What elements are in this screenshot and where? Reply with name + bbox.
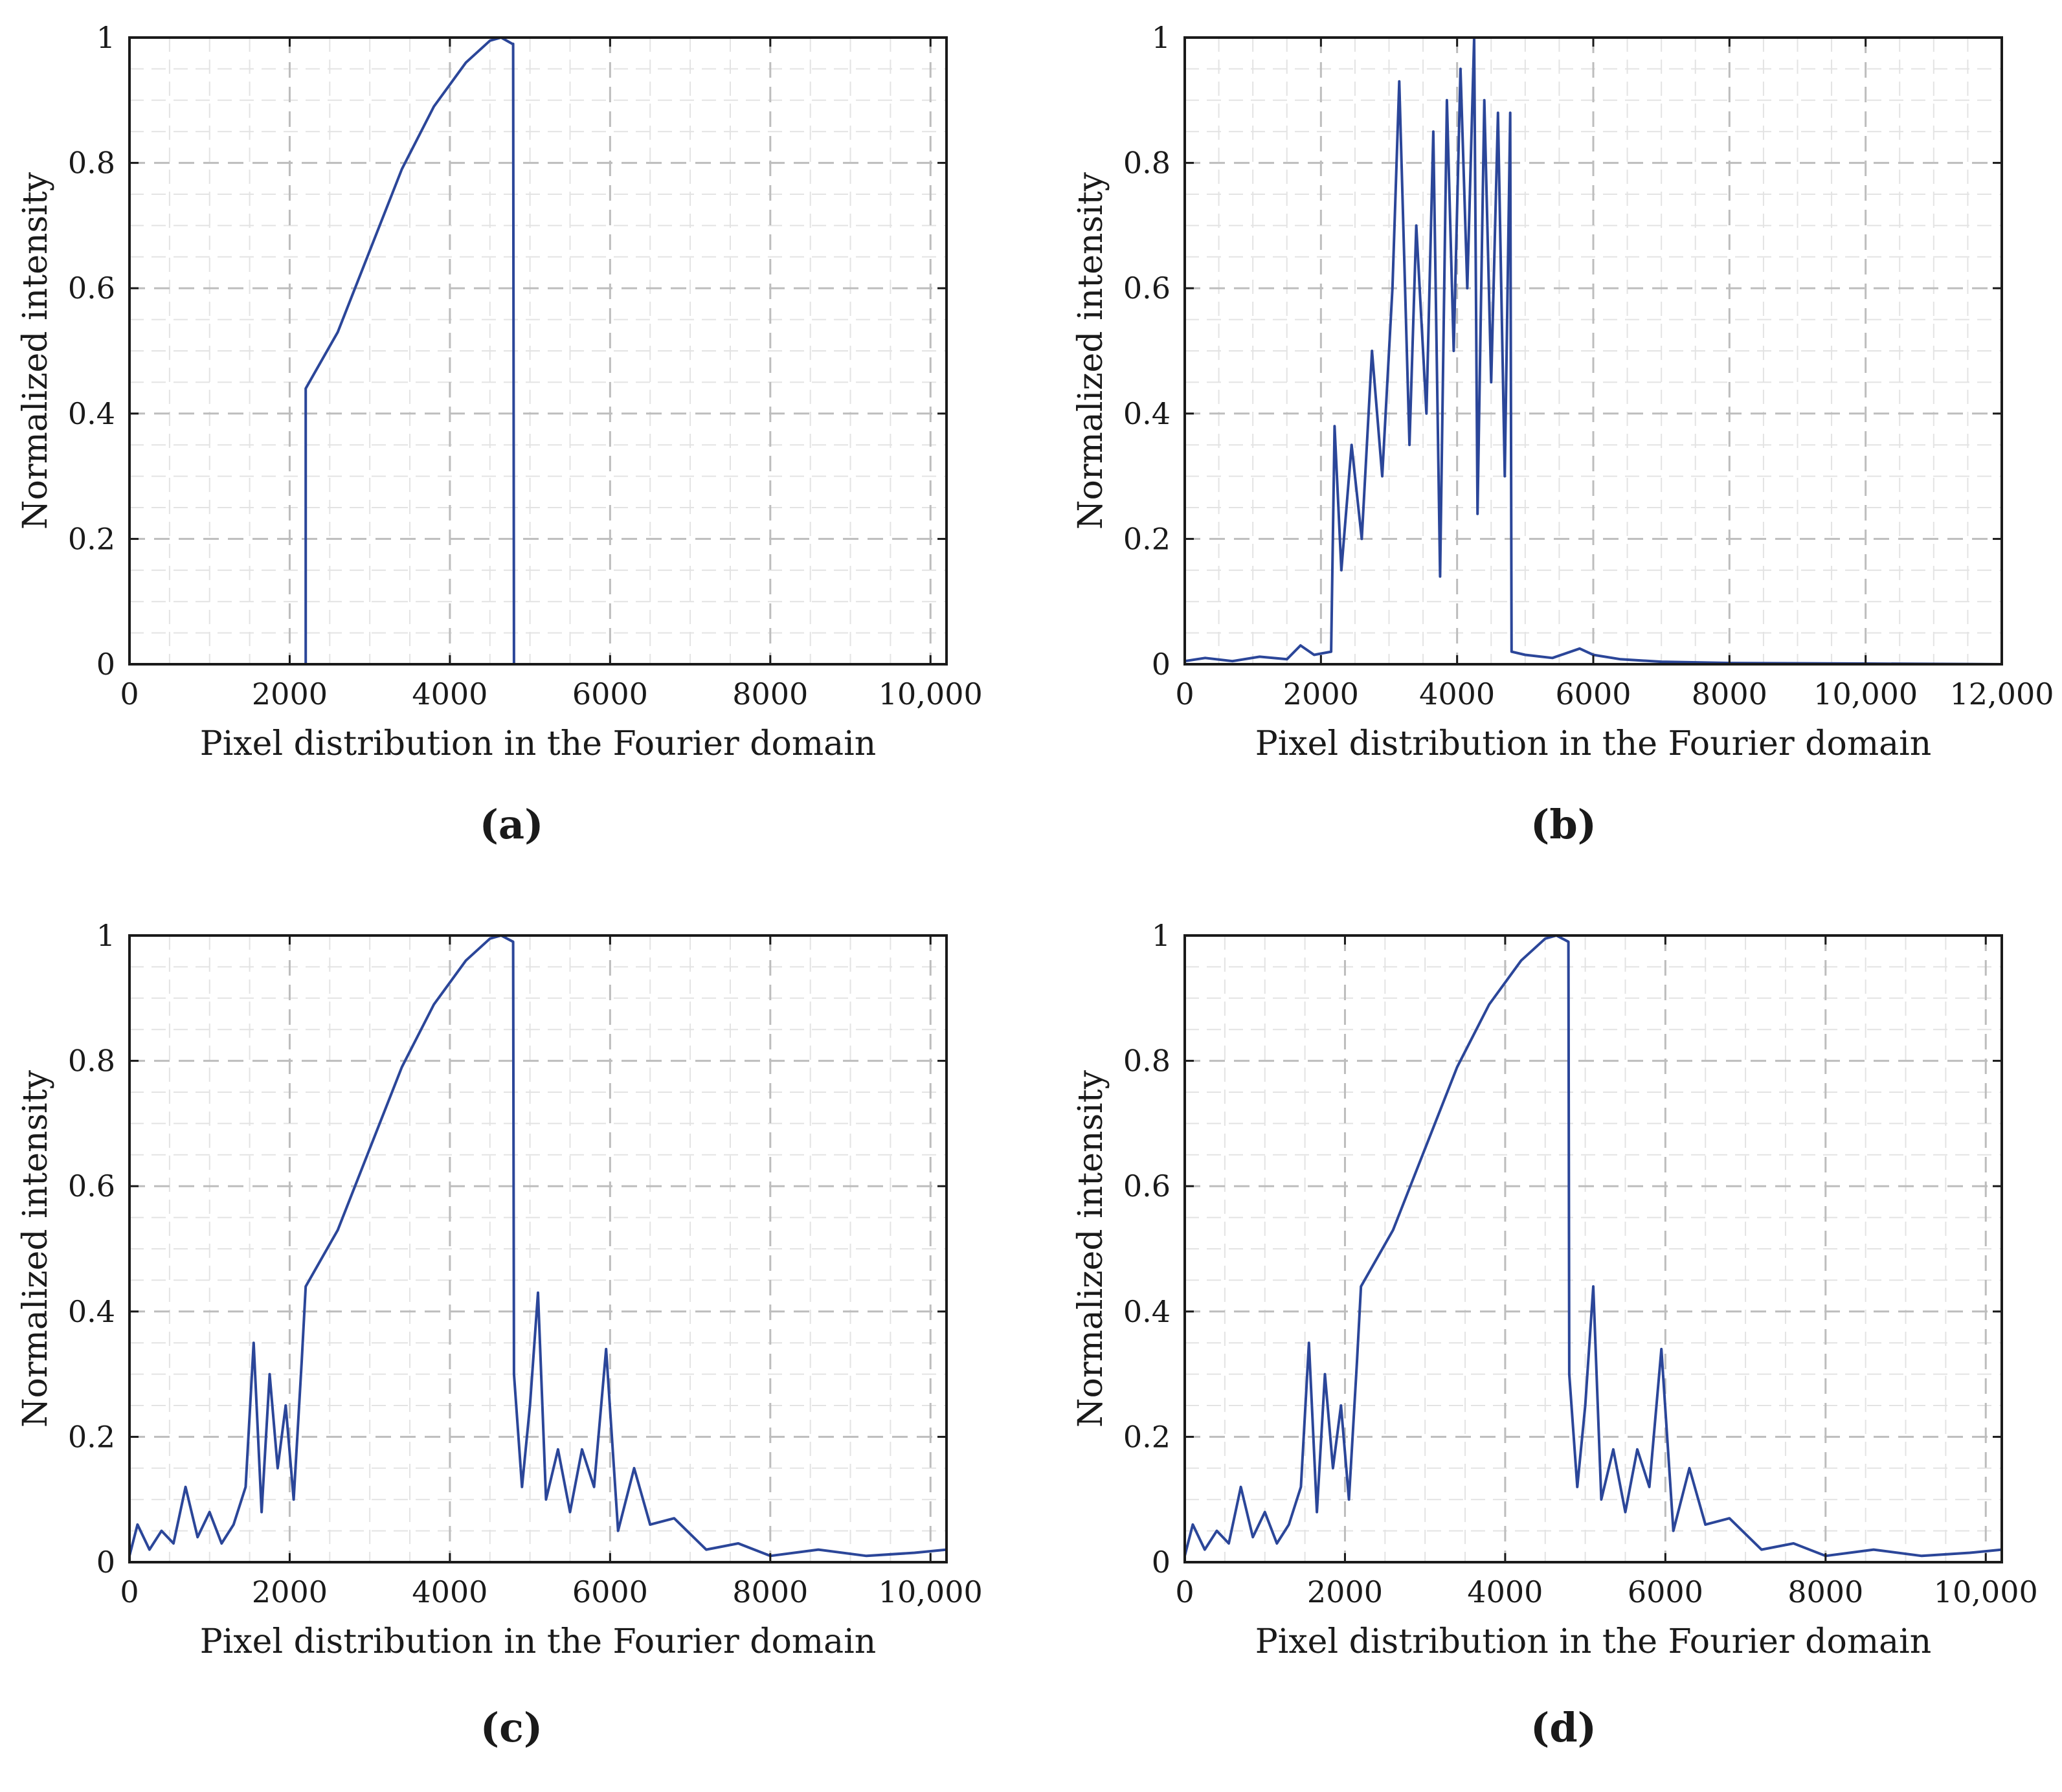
axes-box (1183, 934, 2003, 1563)
x-tick-label: 12,000 (1950, 677, 2054, 711)
x-tick-label: 8000 (1787, 1574, 1863, 1609)
panel-label: (d) (1530, 1704, 1597, 1751)
y-tick-label: 1 (96, 918, 115, 953)
series-line-intensity (129, 36, 947, 666)
x-tick-label: 6000 (572, 677, 648, 711)
y-tick-label: 0.2 (1123, 1419, 1171, 1454)
x-tick-label: 4000 (412, 677, 487, 711)
x-axis-label: Pixel distribution in the Fourier domain (1255, 724, 1932, 763)
panel-label: (b) (1530, 801, 1597, 848)
y-tick-label: 0.4 (68, 1294, 115, 1329)
chart-panel-2: 0 2000 4000 6000 8000 10,000 12,000 0 0.2 0.4 0.6 0… (1071, 20, 2054, 848)
y-tick-label: 0.4 (1123, 396, 1171, 431)
x-tick-label: 8000 (732, 677, 808, 711)
y-tick-label: 0.6 (1123, 271, 1171, 306)
x-tick-label: 10,000 (879, 1574, 983, 1609)
x-tick-label: 10,000 (879, 677, 983, 711)
x-axis-label: Pixel distribution in the Fourier domain (1255, 1622, 1932, 1661)
y-tick-label: 0.8 (1123, 1044, 1171, 1079)
y-tick-label: 1 (1152, 20, 1171, 55)
chart-panel-3: 0 2000 4000 6000 8000 10,000 0 0.2 0.4 0.6 0.8 1 Pix… (16, 918, 983, 1751)
panel-label: (c) (480, 1704, 543, 1751)
x-tick-label: 2000 (252, 1574, 328, 1609)
x-tick-label: 2000 (1283, 677, 1359, 711)
x-tick-label: 6000 (1555, 677, 1631, 711)
x-axis-label: Pixel distribution in the Fourier domain (200, 724, 877, 763)
y-tick-label: 0.2 (1123, 521, 1171, 556)
y-axis-label: Normalized intensity (16, 1070, 55, 1428)
y-tick-label: 0.4 (1123, 1294, 1171, 1329)
x-tick-label: 0 (1175, 1574, 1194, 1609)
x-tick-label: 2000 (252, 677, 328, 711)
y-tick-label: 0.8 (68, 146, 115, 181)
y-tick-label: 0 (96, 647, 115, 682)
y-axis-label: Normalized intensity (1071, 172, 1110, 530)
x-tick-label: 8000 (732, 1574, 808, 1609)
y-tick-label: 1 (1152, 918, 1171, 953)
x-tick-label: 0 (120, 677, 139, 711)
axes-box (128, 934, 948, 1563)
y-tick-label: 0.2 (68, 521, 115, 556)
x-axis-label: Pixel distribution in the Fourier domain (200, 1622, 877, 1661)
x-tick-label: 10,000 (1934, 1574, 2038, 1609)
x-tick-label: 2000 (1307, 1574, 1383, 1609)
axes-box (128, 36, 948, 666)
y-tick-label: 0.8 (68, 1044, 115, 1079)
y-tick-label: 0 (1152, 1545, 1171, 1580)
series-line-intensity (1184, 36, 2002, 666)
y-axis-label: Normalized intensity (16, 172, 55, 530)
x-tick-label: 8000 (1692, 677, 1767, 711)
chart-panel-4: 0 2000 4000 6000 8000 10,000 0 0.2 0.4 0.6 0.8 1 Pix… (1071, 918, 2038, 1751)
y-axis-label: Normalized intensity (1071, 1070, 1110, 1428)
chart-panel-1: 0 2000 4000 6000 8000 10,000 0 0.2 0.4 0.6 0.8 1 Pix… (16, 20, 983, 848)
y-tick-label: 0 (1152, 647, 1171, 682)
y-tick-label: 0 (96, 1545, 115, 1580)
y-tick-label: 1 (96, 20, 115, 55)
x-tick-label: 4000 (412, 1574, 487, 1609)
panel-label: (a) (480, 801, 544, 848)
x-tick-label: 4000 (1419, 677, 1495, 711)
y-tick-label: 0.6 (1123, 1169, 1171, 1204)
x-tick-label: 0 (120, 1574, 139, 1609)
x-tick-label: 0 (1175, 677, 1194, 711)
series-line-intensity (1183, 934, 2002, 1558)
series-line-intensity (128, 934, 947, 1558)
y-tick-label: 0.2 (68, 1419, 115, 1454)
x-tick-label: 6000 (572, 1574, 648, 1609)
x-tick-label: 10,000 (1813, 677, 1918, 711)
y-tick-label: 0.4 (68, 396, 115, 431)
y-tick-label: 0.6 (68, 271, 115, 306)
y-tick-label: 0.8 (1123, 146, 1171, 181)
x-tick-label: 6000 (1628, 1574, 1703, 1609)
y-tick-label: 0.6 (68, 1169, 115, 1204)
x-tick-label: 4000 (1467, 1574, 1543, 1609)
